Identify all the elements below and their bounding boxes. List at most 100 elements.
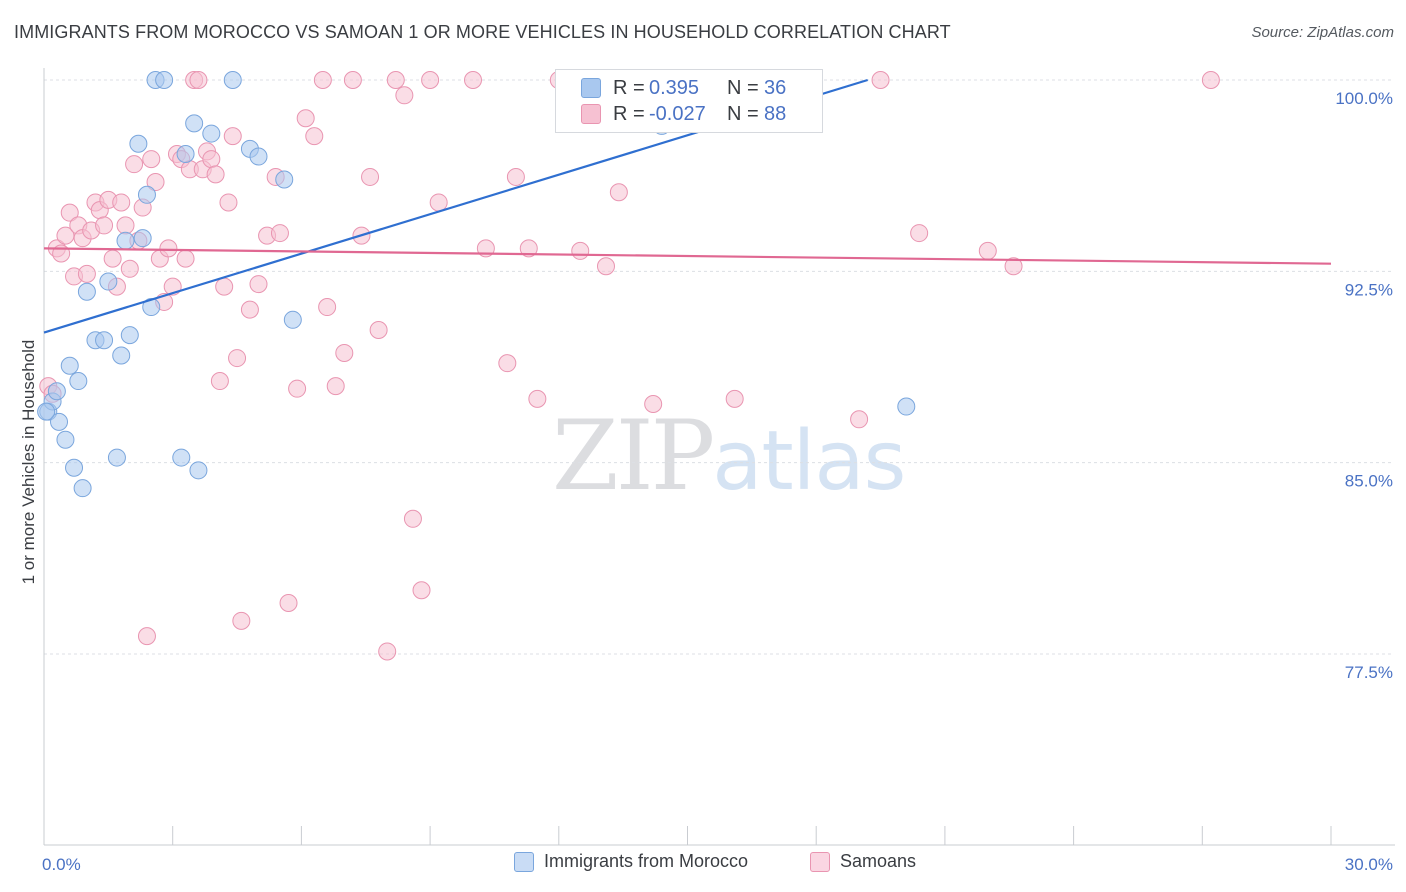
samoans-point: [498, 354, 517, 373]
samoans-point: [77, 264, 96, 283]
samoans-point: [210, 372, 229, 391]
morocco-point: [185, 114, 204, 133]
y-tick-label: 92.5%: [1345, 280, 1393, 299]
samoans-point: [395, 86, 414, 105]
samoans-point: [571, 241, 590, 260]
samoans-point: [528, 389, 547, 408]
samoans-point: [249, 275, 268, 294]
samoans-point: [176, 249, 195, 268]
samoans-point: [1201, 71, 1220, 89]
legend-n-value: 36: [764, 76, 787, 99]
series-legend: Immigrants from Morocco Samoans: [0, 851, 1406, 877]
morocco-point: [155, 71, 174, 89]
samoans-point: [279, 593, 298, 612]
watermark-zip: ZIP: [552, 400, 715, 512]
y-tick-label: 85.0%: [1345, 472, 1393, 491]
legend-swatch-samoans: [810, 851, 830, 872]
legend-item-morocco[interactable]: Immigrants from Morocco: [514, 851, 748, 872]
legend-swatch-morocco: [581, 78, 601, 98]
legend-r-label: R =: [613, 76, 645, 99]
samoans-point: [60, 203, 79, 222]
samoans-point: [378, 642, 397, 661]
samoans-point: [95, 216, 114, 235]
morocco-point: [133, 229, 152, 248]
samoans-point: [215, 277, 234, 296]
legend-row-samoans: R = -0.027 N = 88: [556, 101, 786, 127]
samoans-point: [223, 127, 242, 146]
samoans-point: [871, 71, 890, 89]
samoans-point: [103, 249, 122, 268]
legend-swatch-samoans: [581, 104, 601, 124]
axis-labels: 77.5% 85.0% 92.5% 100.0% 0.0% 30.0% 1 or more …: [19, 89, 1393, 874]
samoans-point: [146, 173, 165, 192]
morocco-point: [176, 144, 195, 163]
morocco-point: [73, 479, 92, 498]
watermark: ZIPatlas: [552, 400, 906, 512]
morocco-point: [202, 124, 221, 143]
samoans-point: [429, 193, 448, 212]
samoans-point: [421, 71, 440, 89]
samoans-point: [189, 71, 208, 89]
legend-label-samoans: Samoans: [840, 851, 917, 871]
samoans-point: [56, 226, 75, 245]
y-tick-label: 100.0%: [1335, 89, 1393, 108]
samoans-point: [288, 379, 307, 398]
samoans-point: [978, 241, 997, 260]
samoans-point: [112, 193, 131, 212]
morocco-point: [116, 231, 135, 250]
samoans-point: [412, 581, 431, 600]
legend-item-samoans[interactable]: Samoans: [810, 851, 916, 872]
samoans-point: [202, 150, 221, 169]
correlation-legend: R = 0.395 N = 36 R = -0.027 N = 88: [555, 69, 823, 133]
samoans-point: [326, 377, 345, 396]
legend-n-value: 88: [764, 102, 787, 125]
samoans-point: [1004, 257, 1023, 276]
morocco-point: [47, 382, 66, 401]
morocco-point: [99, 272, 118, 291]
morocco-point: [112, 346, 131, 365]
legend-r-label: R =: [613, 102, 645, 125]
morocco-point: [249, 147, 268, 166]
samoans-point: [142, 150, 161, 169]
legend-label-morocco: Immigrants from Morocco: [544, 851, 749, 871]
legend-r-value: 0.395: [649, 76, 700, 99]
samoans-point: [519, 239, 538, 258]
morocco-point: [897, 397, 916, 416]
y-axis-title: 1 or more Vehicles in Household: [19, 340, 38, 585]
legend-n-label: N =: [727, 76, 759, 99]
morocco-point: [120, 326, 139, 345]
morocco-point: [129, 134, 148, 153]
samoans-point: [609, 183, 628, 202]
samoans-point: [369, 321, 388, 340]
morocco-point: [60, 356, 79, 375]
samoans-point: [270, 224, 289, 243]
samoans-point: [644, 394, 663, 413]
samoans-point: [850, 410, 869, 429]
x-tick-label: 30.0%: [1345, 855, 1393, 874]
morocco-points: [37, 71, 916, 498]
morocco-point: [37, 402, 56, 421]
samoans-point: [910, 224, 929, 243]
samoans-point: [313, 71, 332, 89]
samoans-points: [39, 71, 1220, 661]
morocco-point: [77, 282, 96, 301]
samoans-point: [361, 167, 380, 186]
samoans-point: [403, 509, 422, 528]
source-label: Source: ZipAtlas.com: [1251, 24, 1394, 41]
samoans-point: [137, 627, 156, 646]
morocco-point: [107, 448, 126, 467]
morocco-point: [65, 458, 84, 477]
samoans-point: [596, 257, 615, 276]
samoans-point: [116, 216, 135, 235]
samoans-point: [228, 349, 247, 368]
samoans-point: [335, 343, 354, 362]
morocco-point: [50, 412, 69, 431]
samoans-point: [305, 127, 324, 146]
morocco-point: [275, 170, 294, 189]
morocco-point: [172, 448, 191, 467]
legend-row-morocco: R = 0.395 N = 36: [556, 75, 786, 101]
samoans-point: [296, 109, 315, 128]
samoans-point: [725, 389, 744, 408]
morocco-point: [223, 71, 242, 89]
